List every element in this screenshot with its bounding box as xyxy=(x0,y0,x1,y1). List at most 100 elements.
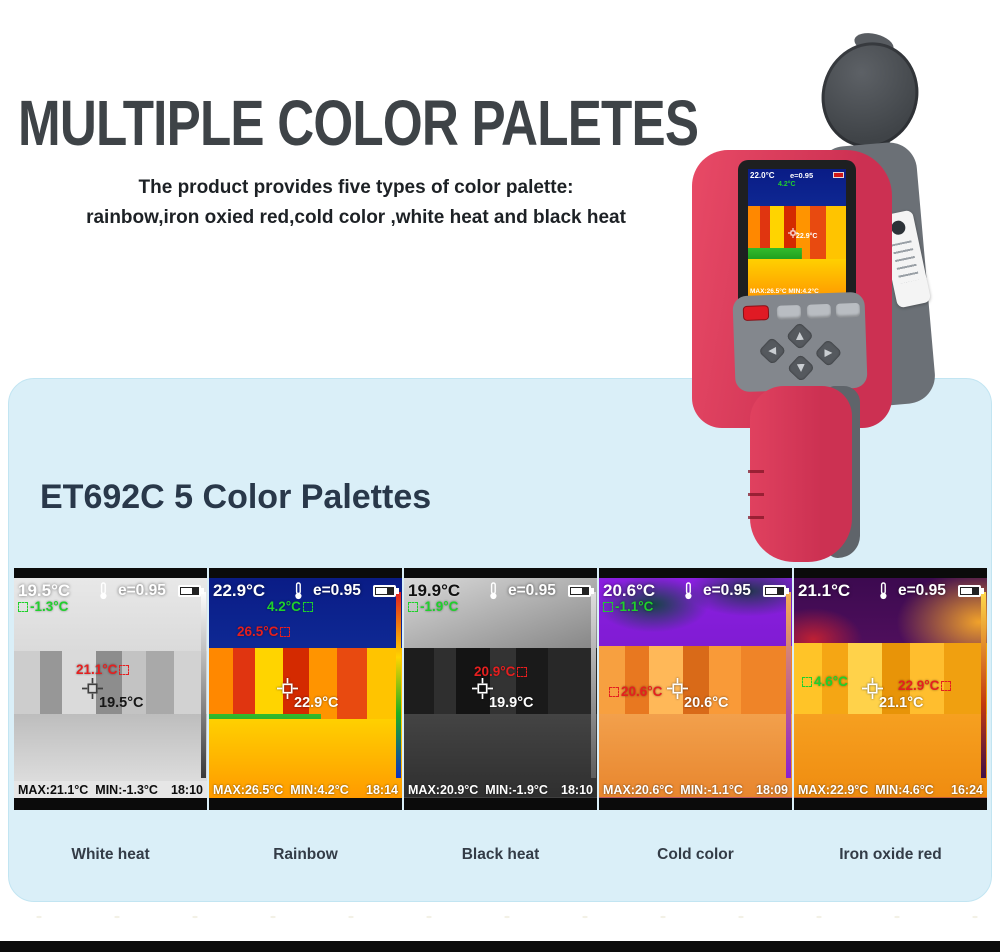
min-temp: MIN:4.2°C xyxy=(290,782,349,797)
camera-emissivity: e=0.95 xyxy=(790,171,814,180)
thermal-image xyxy=(14,578,207,798)
crosshair-icon xyxy=(667,678,688,699)
thermal-screen: 22.9°C e=0.95 4.2°C 26.5°C 22.9°C MAX:26… xyxy=(209,578,402,798)
spot-marker-icon xyxy=(18,601,28,612)
cold-spot-temp: -1.1°C xyxy=(603,599,653,614)
palette-row: 19.5°C e=0.95 -1.3°C 21.1°C 19.5°C MAX:2… xyxy=(14,568,987,810)
camera-power-button xyxy=(742,305,770,321)
thumb-status-bar: MAX:22.9°C MIN:4.6°C 16:24 xyxy=(794,781,987,798)
camera-dpad-right xyxy=(814,338,843,368)
cold-spot-temp: -1.3°C xyxy=(18,599,68,614)
palette-scale-bar xyxy=(786,592,791,778)
palette-label: Cold color xyxy=(657,846,734,863)
center-temp: 21.1°C xyxy=(879,695,924,711)
lens-cap xyxy=(809,30,931,160)
camera-button xyxy=(776,304,802,320)
thumb-status-bar: MAX:20.9°C MIN:-1.9°C 18:10 xyxy=(404,781,597,798)
thermometer-icon xyxy=(488,582,499,600)
thumb-status-bar: MAX:21.1°C MIN:-1.3°C 18:10 xyxy=(14,781,207,798)
camera-dpad-left xyxy=(758,336,787,366)
center-temp: 19.5°C xyxy=(99,695,144,711)
camera-status-bar: MAX:26.5°C MIN:4.2°C xyxy=(750,288,819,295)
max-temp: MAX:20.6°C xyxy=(603,782,674,797)
thermometer-icon xyxy=(683,582,694,600)
camera-crosshair-icon xyxy=(788,225,798,238)
crosshair-icon xyxy=(472,678,493,699)
spot-temp-value: -1.1°C xyxy=(615,599,654,614)
thumb-status-bar: MAX:26.5°C MIN:4.2°C 18:14 xyxy=(209,781,402,798)
palette-label: Rainbow xyxy=(273,846,338,863)
battery-icon xyxy=(958,585,984,597)
palette-scale-bar xyxy=(201,592,206,778)
palette-thumbnail: 19.5°C e=0.95 -1.3°C 21.1°C 19.5°C MAX:2… xyxy=(14,568,207,810)
spot-temp-value: -1.9°C xyxy=(420,599,459,614)
crosshair-icon xyxy=(277,678,298,699)
palette-label: Black heat xyxy=(461,846,540,863)
camera-dpad-up xyxy=(785,321,814,351)
emissivity: e=0.95 xyxy=(118,582,166,599)
ambient-temp: 21.1°C xyxy=(798,581,851,600)
camera-screen: 22.0°C e=0.95 4.2°C 22.9°C MAX:26.5°C MI… xyxy=(748,169,846,297)
thermal-image xyxy=(794,578,987,798)
camera-handle xyxy=(748,386,852,562)
thermometer-icon xyxy=(878,582,889,600)
spot-marker-icon xyxy=(408,601,418,612)
emissivity: e=0.95 xyxy=(898,582,946,599)
center-temp: 20.6°C xyxy=(684,695,729,711)
spot-marker-icon xyxy=(280,626,291,637)
emissivity: e=0.95 xyxy=(703,582,751,599)
spot-temp-value: 4.2°C xyxy=(267,599,301,614)
spot-temp-value: 26.5°C xyxy=(237,624,279,639)
timestamp: 18:09 xyxy=(756,782,788,797)
ambient-temp: 22.9°C xyxy=(213,581,266,600)
emissivity: e=0.95 xyxy=(508,582,556,599)
palette-label: White heat xyxy=(71,846,150,863)
thumb-top-strip xyxy=(14,568,207,578)
palette-thumbnail: 21.1°C e=0.95 4.6°C 22.9°C 21.1°C MAX:22… xyxy=(794,568,987,810)
page-title: MULTIPLE COLOR PALETES xyxy=(18,87,699,159)
palette-scale-bar xyxy=(396,592,401,778)
subtitle-line-1: The product provides five types of color… xyxy=(138,177,574,198)
thermal-screen: 20.6°C e=0.95 -1.1°C 20.6°C 20.6°C MAX:2… xyxy=(599,578,792,798)
palette-thumbnail: 19.9°C e=0.95 -1.9°C 20.9°C 19.9°C MAX:2… xyxy=(404,568,597,810)
cold-spot-temp: -1.9°C xyxy=(408,599,458,614)
hot-spot-temp: 26.5°C xyxy=(237,624,291,639)
thumb-bottom-strip xyxy=(794,798,987,810)
ambient-temp: 19.9°C xyxy=(408,581,461,600)
max-temp: MAX:22.9°C xyxy=(798,782,869,797)
min-temp: MIN:-1.9°C xyxy=(485,782,548,797)
center-temp: 22.9°C xyxy=(294,695,339,711)
subtitle-line-2: rainbow,iron oxied red,cold color ,white… xyxy=(86,207,626,228)
max-temp: MAX:26.5°C xyxy=(213,782,284,797)
camera-battery-icon xyxy=(833,172,844,178)
thumb-top-strip xyxy=(404,568,597,578)
thermal-camera-image: 22.0°C e=0.95 4.2°C 22.9°C MAX:26.5°C MI… xyxy=(676,29,942,568)
thermal-screen: 19.5°C e=0.95 -1.3°C 21.1°C 19.5°C MAX:2… xyxy=(14,578,207,798)
thumb-top-strip xyxy=(794,568,987,578)
spot-marker-icon xyxy=(302,601,313,612)
timestamp: 18:10 xyxy=(561,782,593,797)
hot-spot-temp: 22.9°C xyxy=(898,678,952,693)
min-temp: MIN:4.6°C xyxy=(875,782,934,797)
spot-marker-icon xyxy=(609,686,619,697)
palette-scale-bar xyxy=(591,592,596,778)
spot-marker-icon xyxy=(603,601,613,612)
ambient-temp: 19.5°C xyxy=(18,581,71,600)
min-temp: MIN:-1.1°C xyxy=(680,782,743,797)
palette-thumbnail: 22.9°C e=0.95 4.2°C 26.5°C 22.9°C MAX:26… xyxy=(209,568,402,810)
thermal-screen: 21.1°C e=0.95 4.6°C 22.9°C 21.1°C MAX:22… xyxy=(794,578,987,798)
dotted-background xyxy=(0,900,1000,940)
crosshair-icon xyxy=(862,678,883,699)
battery-icon xyxy=(178,585,204,597)
max-temp: MAX:20.9°C xyxy=(408,782,479,797)
thumb-bottom-strip xyxy=(404,798,597,810)
battery-icon xyxy=(763,585,789,597)
spot-temp-value: 22.9°C xyxy=(898,678,940,693)
hot-spot-temp: 20.6°C xyxy=(609,684,662,699)
thermal-screen: 19.9°C e=0.95 -1.9°C 20.9°C 19.9°C MAX:2… xyxy=(404,578,597,798)
camera-cold-spot: 4.2°C xyxy=(778,181,796,188)
palette-labels-row: White heat Rainbow Black heat Cold color Iro… xyxy=(14,846,987,864)
thumb-status-bar: MAX:20.6°C MIN:-1.1°C 18:09 xyxy=(599,781,792,798)
thumb-top-strip xyxy=(599,568,792,578)
